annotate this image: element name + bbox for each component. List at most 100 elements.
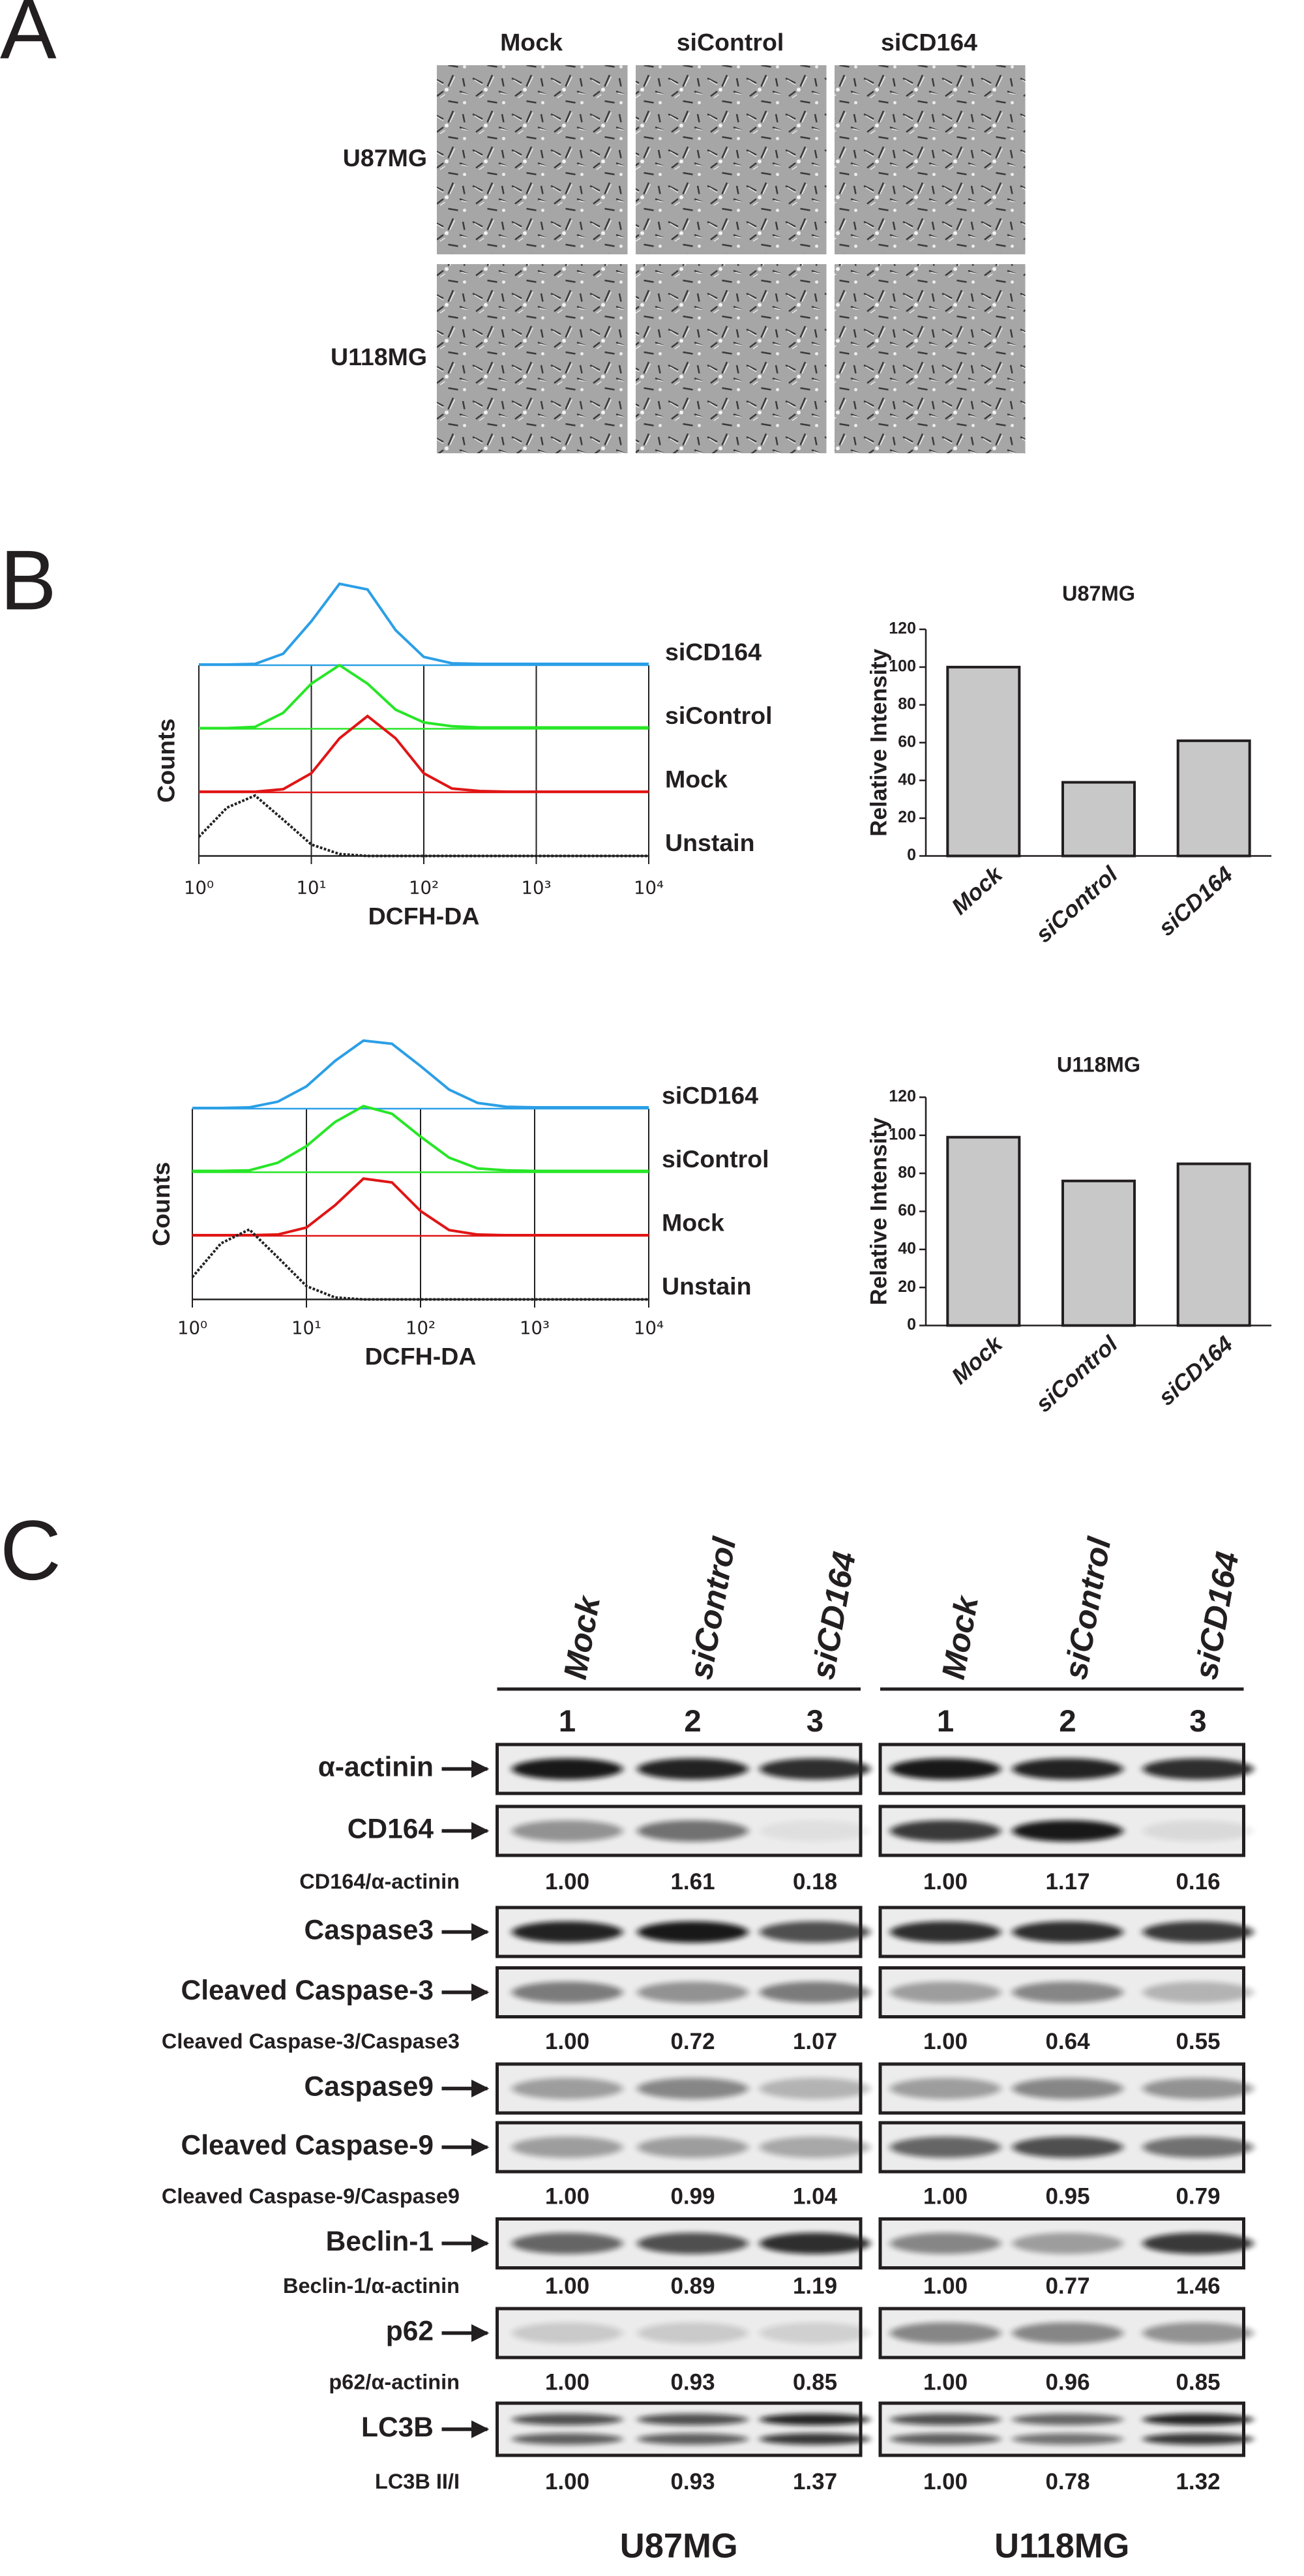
y-tick-label: 100 bbox=[889, 1125, 916, 1143]
band bbox=[637, 2433, 748, 2445]
ratio-value: 1.07 bbox=[793, 2029, 837, 2054]
y-axis-label: Relative Intensity bbox=[866, 648, 891, 836]
y-tick-label: 20 bbox=[898, 808, 916, 826]
band bbox=[890, 2433, 1001, 2445]
y-axis-label: Relative Intensity bbox=[866, 1117, 891, 1305]
micrograph bbox=[437, 264, 628, 453]
band bbox=[760, 2078, 870, 2099]
band bbox=[890, 1820, 1001, 1842]
band bbox=[1142, 1758, 1254, 1780]
ratio-value: 0.85 bbox=[793, 2369, 837, 2395]
lane-number: 2 bbox=[684, 1704, 701, 1739]
column-label: siControl bbox=[677, 28, 784, 55]
lane-label: Mock bbox=[935, 1592, 986, 1682]
micrograph bbox=[835, 264, 1026, 453]
band bbox=[890, 1758, 1001, 1780]
band bbox=[512, 2322, 623, 2344]
blot-background bbox=[497, 2403, 861, 2455]
legend-label: Mock bbox=[665, 765, 728, 792]
band bbox=[760, 1820, 870, 1842]
ratio-value: 0.93 bbox=[670, 2469, 715, 2494]
blot-frame bbox=[496, 1966, 863, 2018]
y-tick-label: 0 bbox=[907, 1315, 916, 1334]
histogram-curve bbox=[192, 1039, 649, 1110]
x-tick-label: 10² bbox=[409, 878, 439, 899]
band bbox=[637, 2136, 748, 2158]
lane-label: siControl bbox=[682, 1534, 743, 1682]
band bbox=[890, 2232, 1001, 2254]
x-tick-label: 10¹ bbox=[291, 1318, 321, 1339]
blot-frame bbox=[878, 1805, 1245, 1857]
band bbox=[1142, 2078, 1254, 2099]
blot-frame bbox=[496, 2121, 863, 2174]
band bbox=[512, 2078, 623, 2099]
band bbox=[760, 2414, 870, 2425]
blot-frame bbox=[878, 1743, 1245, 1795]
band bbox=[760, 2322, 870, 2344]
ratio-value: 0.95 bbox=[1045, 2183, 1089, 2209]
band bbox=[890, 2322, 1001, 2344]
band bbox=[637, 2414, 748, 2425]
band bbox=[1142, 2232, 1254, 2254]
ratio-value: 1.32 bbox=[1176, 2469, 1220, 2494]
cell-line-label: U87MG bbox=[620, 2526, 738, 2565]
lane-number: 2 bbox=[1059, 1704, 1076, 1739]
ratio-value: 1.00 bbox=[923, 2469, 968, 2494]
ratio-value: 0.99 bbox=[670, 2183, 715, 2209]
band bbox=[512, 2414, 623, 2425]
blot-label: p62 bbox=[386, 2316, 434, 2347]
band bbox=[637, 2078, 748, 2099]
x-tick-label: 10⁴ bbox=[634, 1318, 664, 1339]
ratio-value: 1.61 bbox=[670, 1869, 715, 1895]
x-tick-label: 10¹ bbox=[296, 878, 326, 899]
y-tick-label: 40 bbox=[898, 770, 916, 788]
y-tick-label: 80 bbox=[898, 1163, 916, 1182]
ratio-value: 1.17 bbox=[1045, 1869, 1089, 1895]
y-tick-label: 60 bbox=[898, 732, 916, 751]
y-tick-label: 20 bbox=[898, 1278, 916, 1296]
blot-frame bbox=[878, 1906, 1245, 1958]
blot-frame bbox=[878, 2062, 1245, 2115]
blot-frame bbox=[878, 2121, 1245, 2174]
ratio-value: 0.18 bbox=[793, 1869, 837, 1895]
micrograph bbox=[835, 65, 1026, 254]
band bbox=[1012, 1820, 1123, 1842]
blot-frame bbox=[496, 2307, 863, 2359]
blot-label: Cleaved Caspase-9 bbox=[181, 2131, 434, 2161]
blot-frame bbox=[496, 1805, 863, 1857]
blot-label: α-actinin bbox=[318, 1752, 434, 1783]
x-tick-label: 10² bbox=[406, 1318, 436, 1339]
bar bbox=[1176, 1162, 1251, 1327]
blot-label: Caspase3 bbox=[304, 1915, 434, 1946]
band bbox=[760, 1921, 870, 1943]
legend-label: Unstain bbox=[662, 1272, 752, 1300]
band bbox=[1012, 2232, 1123, 2254]
x-tick-label: 10⁴ bbox=[634, 878, 664, 899]
band bbox=[760, 1758, 870, 1780]
band bbox=[890, 1981, 1001, 2003]
y-tick-label: 40 bbox=[898, 1239, 916, 1257]
band bbox=[637, 2232, 748, 2254]
blot-label: Cleaved Caspase-3 bbox=[181, 1975, 434, 2006]
ratio-value: 1.00 bbox=[923, 1869, 968, 1895]
blot-frame bbox=[496, 1743, 863, 1795]
legend-label: siCD164 bbox=[665, 638, 762, 665]
band bbox=[512, 1921, 623, 1943]
band bbox=[1012, 1921, 1123, 1943]
ratio-value: 1.00 bbox=[923, 2273, 968, 2299]
row-label: U87MG bbox=[343, 144, 427, 172]
band bbox=[637, 1981, 748, 2003]
ratio-value: 1.00 bbox=[923, 2369, 968, 2395]
ratio-value: 0.85 bbox=[1176, 2369, 1220, 2395]
band bbox=[1142, 2322, 1254, 2344]
bar bbox=[946, 665, 1021, 858]
ratio-label: CD164/α-actinin bbox=[299, 1870, 460, 1893]
bar bbox=[1176, 739, 1251, 858]
x-axis-label: DCFH-DA bbox=[368, 902, 480, 929]
column-label: siCD164 bbox=[881, 28, 977, 55]
ratio-value: 1.00 bbox=[545, 2029, 589, 2054]
lane-number: 3 bbox=[807, 1704, 823, 1739]
ratio-label: Cleaved Caspase-9/Caspase9 bbox=[162, 2185, 460, 2208]
